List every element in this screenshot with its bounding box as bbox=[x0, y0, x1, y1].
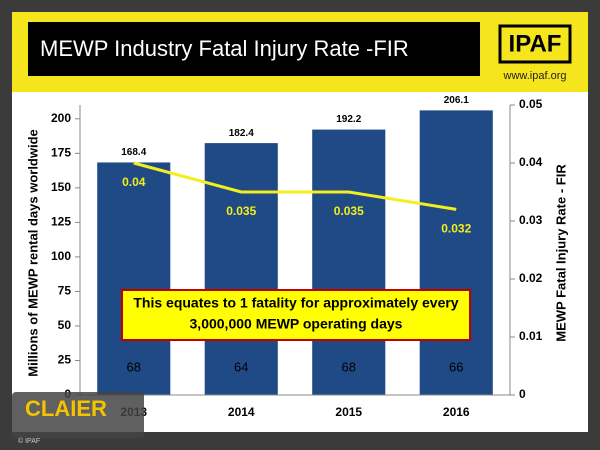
watermark: CLAIER bbox=[25, 396, 107, 421]
title-box bbox=[28, 22, 480, 76]
line-value-label: 0.032 bbox=[441, 222, 471, 236]
y2-tick-label: 0.05 bbox=[519, 97, 543, 111]
x-tick-label: 2015 bbox=[335, 405, 362, 419]
y2-tick-label: 0.02 bbox=[519, 271, 543, 285]
y-tick-label: 75 bbox=[58, 284, 72, 298]
y2-tick-label: 0.04 bbox=[519, 155, 543, 169]
bar bbox=[312, 129, 386, 396]
line-value-label: 0.04 bbox=[122, 175, 146, 189]
line-value-label: 0.035 bbox=[226, 204, 256, 218]
bar-inner-label: 68 bbox=[342, 359, 356, 374]
bar-value-label: 192.2 bbox=[336, 114, 361, 125]
annotation: 3,000,000 MEWP operating days bbox=[190, 316, 403, 332]
y2-tick-label: 0.01 bbox=[519, 329, 543, 343]
bar bbox=[204, 143, 278, 395]
y2-tick-label: 0 bbox=[519, 387, 526, 401]
x-tick-label: 2014 bbox=[228, 405, 255, 419]
y-tick-label: 25 bbox=[58, 353, 72, 367]
y-axis-label: Millions of MEWP rental days worldwide bbox=[25, 129, 40, 377]
chart-title: MEWP Industry Fatal Injury Rate -FIR bbox=[40, 36, 409, 61]
watermark-box bbox=[12, 392, 144, 438]
bar-value-label: 168.4 bbox=[121, 147, 146, 158]
url: www.ipaf.org bbox=[503, 70, 567, 82]
bar bbox=[97, 162, 171, 395]
bar bbox=[419, 110, 493, 395]
y2-tick-label: 0.03 bbox=[519, 213, 543, 227]
y-tick-label: 50 bbox=[58, 318, 72, 332]
annotation-box bbox=[121, 289, 471, 341]
bar-value-label: 206.1 bbox=[444, 95, 469, 106]
bar-inner-label: 64 bbox=[234, 359, 248, 374]
y2-axis-label: MEWP Fatal Injury Rate - FIR bbox=[553, 164, 568, 342]
bar-inner-label: 66 bbox=[449, 359, 463, 374]
line bbox=[133, 161, 457, 211]
line-value-label: 0.035 bbox=[334, 204, 364, 218]
copyright: © IPAF bbox=[18, 437, 40, 445]
y-tick-label: 125 bbox=[51, 215, 71, 229]
y-tick-label: 100 bbox=[51, 249, 71, 263]
y-tick-label: 200 bbox=[51, 111, 71, 125]
bar-inner-label: 68 bbox=[127, 359, 141, 374]
logo-box bbox=[498, 24, 572, 64]
y-tick-label: 175 bbox=[51, 146, 71, 160]
x-tick-label: 2016 bbox=[443, 405, 470, 419]
plot: 025507510012515017520000.010.020.030.040… bbox=[51, 95, 543, 419]
annotation: This equates to 1 fatality for approxima… bbox=[133, 295, 458, 311]
y-tick-label: 150 bbox=[51, 180, 71, 194]
logo: IPAF bbox=[509, 30, 562, 57]
bar-value-label: 182.4 bbox=[229, 128, 254, 139]
